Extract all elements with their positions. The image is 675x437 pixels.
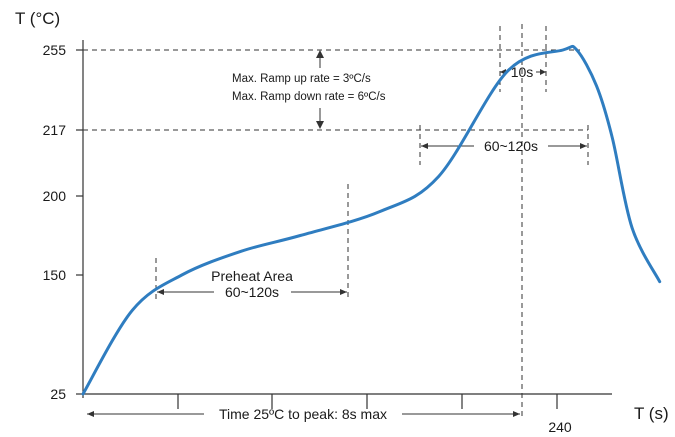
y-tick-label-217: 217 (43, 122, 67, 138)
preheat-title: Preheat Area (211, 268, 293, 284)
preheat-duration-label: 60~120s (225, 284, 279, 300)
temperature-profile-curve (81, 44, 662, 396)
x-axis-title: T (s) (634, 404, 669, 423)
ramp-down-label: Max. Ramp down rate = 6ºC/s (232, 91, 386, 103)
above-217-label: 60~120s (484, 138, 538, 154)
time-to-peak-label: Time 25ºC to peak: 8s max (219, 406, 387, 422)
x-tick-label-240: 240 (548, 419, 572, 435)
time-to-peak-arrowhead-left (87, 411, 94, 417)
preheat-arrowhead-right (340, 289, 347, 295)
above-217-arrowhead-right (580, 143, 587, 149)
y-tick-label-200: 200 (43, 188, 67, 204)
ramp-arrowhead-top (316, 50, 324, 58)
peak-window-label: 10s (511, 64, 534, 80)
above-217-arrowhead-left (421, 143, 428, 149)
y-tick-label-255: 255 (43, 42, 67, 58)
y-tick-label-150: 150 (43, 267, 67, 283)
ramp-arrowhead-bottom (316, 121, 324, 129)
ramp-up-label: Max. Ramp up rate = 3ºC/s (232, 73, 371, 85)
time-to-peak-arrowhead-right (513, 411, 520, 417)
y-tick-label-25: 25 (50, 386, 66, 402)
preheat-arrowhead-left (157, 289, 164, 295)
y-axis-title: T (°C) (15, 9, 60, 28)
peak-window-arrowhead-right (540, 69, 546, 75)
